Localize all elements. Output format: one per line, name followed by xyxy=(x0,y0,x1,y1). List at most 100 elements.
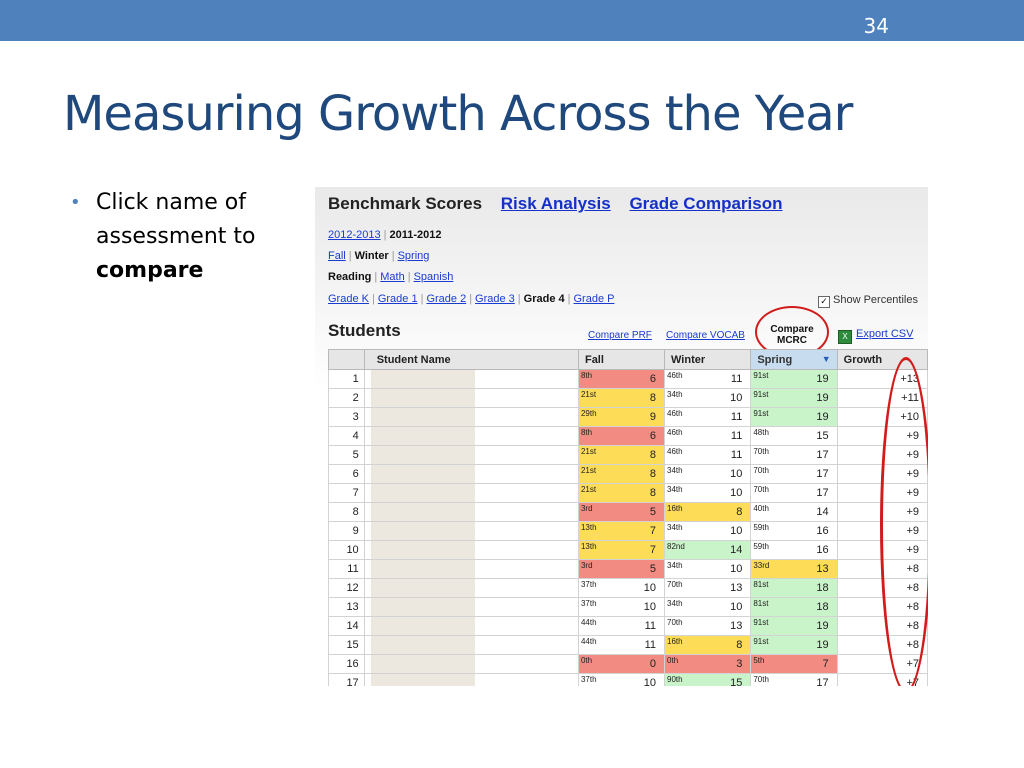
score-value: 10 xyxy=(730,563,743,575)
percentile-label: 16th xyxy=(667,504,683,513)
grade-current: Grade 4 xyxy=(523,293,565,305)
column-header-spring-label: Spring xyxy=(757,353,793,366)
score-value: 5 xyxy=(649,563,657,575)
column-header-index xyxy=(328,349,365,370)
score-cell-spring: 5th 7 xyxy=(750,654,838,674)
student-name-cell[interactable] xyxy=(363,597,579,617)
season-link-fall[interactable]: Fall xyxy=(328,250,346,262)
table-row: 12 37th 10 70th 13 81st 18 +8 xyxy=(328,578,928,598)
student-name-cell[interactable] xyxy=(363,540,579,560)
season-link-spring[interactable]: Spring xyxy=(397,250,430,262)
student-name-cell[interactable] xyxy=(363,407,579,427)
student-name-cell[interactable] xyxy=(363,635,579,655)
row-number: 15 xyxy=(328,635,365,655)
score-value: 11 xyxy=(644,620,657,632)
export-csv-link[interactable]: X Export CSV xyxy=(838,328,913,344)
redacted-name-block xyxy=(370,389,475,407)
year-selector: 2012-2013 | 2011-2012 xyxy=(328,229,441,241)
slide-title: Measuring Growth Across the Year xyxy=(63,86,853,142)
student-name-cell[interactable] xyxy=(363,388,579,408)
subject-link-math[interactable]: Math xyxy=(380,271,405,283)
table-row: 17 37th 10 90th 15 70th 17 +7 xyxy=(328,673,928,686)
score-cell-spring: 40th 14 xyxy=(750,502,838,522)
column-header-spring[interactable]: Spring ▼ xyxy=(750,349,838,370)
percentile-label: 46th xyxy=(667,447,683,456)
show-percentiles-label: Show Percentiles xyxy=(833,294,918,306)
table-row: 4 8th 6 46th 11 48th 15 +9 xyxy=(328,426,928,446)
show-percentiles-checkbox[interactable]: ✓ xyxy=(818,296,830,308)
percentile-label: 44th xyxy=(580,637,597,646)
percentile-label: 91st xyxy=(753,409,769,418)
score-cell-fall: 3rd 5 xyxy=(577,502,666,522)
score-cell-spring: 70th 17 xyxy=(750,673,838,686)
student-name-cell[interactable] xyxy=(363,559,579,579)
redacted-name-block xyxy=(370,617,475,635)
grade-link-k[interactable]: Grade K xyxy=(328,293,369,305)
score-cell-fall: 37th 10 xyxy=(577,673,666,686)
score-cell-winter: 70th 13 xyxy=(664,578,752,598)
year-link-2012-2013[interactable]: 2012-2013 xyxy=(328,229,381,241)
student-name-cell[interactable] xyxy=(363,616,579,636)
compare-vocab-link[interactable]: Compare VOCAB xyxy=(666,330,745,341)
percentile-label: 21st xyxy=(580,447,597,456)
student-name-cell[interactable] xyxy=(363,464,579,484)
grade-link-3[interactable]: Grade 3 xyxy=(475,293,515,305)
bullet-dot-icon: • xyxy=(70,192,81,213)
score-value: 7 xyxy=(649,525,657,537)
score-value: 11 xyxy=(730,411,743,423)
bullet-text-plain: Click name of assessment to xyxy=(96,190,256,249)
subject-link-spanish[interactable]: Spanish xyxy=(413,271,454,283)
score-cell-fall: 44th 11 xyxy=(577,616,666,636)
score-cell-winter: 34th 10 xyxy=(664,559,752,579)
student-name-cell[interactable] xyxy=(363,426,579,446)
percentile-label: 3rd xyxy=(580,561,593,570)
percentile-label: 46th xyxy=(667,428,683,437)
percentile-label: 70th xyxy=(753,466,769,475)
row-number: 1 xyxy=(328,369,365,389)
student-name-cell[interactable] xyxy=(363,578,579,598)
score-value: 17 xyxy=(816,449,829,461)
percentile-label: 70th xyxy=(753,447,769,456)
score-cell-winter: 34th 10 xyxy=(664,597,752,617)
score-cell-winter: 34th 10 xyxy=(664,388,752,408)
student-name-cell[interactable] xyxy=(363,521,579,541)
score-cell-winter: 0th 3 xyxy=(664,654,752,674)
score-cell-winter: 34th 10 xyxy=(664,521,752,541)
score-cell-fall: 21st 8 xyxy=(577,388,666,408)
percentile-label: 46th xyxy=(667,371,683,380)
column-header-fall[interactable]: Fall xyxy=(577,349,666,370)
show-percentiles-option[interactable]: ✓ Show Percentiles xyxy=(818,294,918,308)
compare-prf-link[interactable]: Compare PRF xyxy=(588,330,652,341)
table-row: 9 13th 7 34th 10 59th 16 +9 xyxy=(328,521,928,541)
score-value: 10 xyxy=(730,487,743,499)
column-header-student-name[interactable]: Student Name xyxy=(363,349,579,370)
grade-link-p[interactable]: Grade P xyxy=(573,293,615,305)
benchmark-scores-title: Benchmark Scores xyxy=(328,194,483,213)
student-name-cell[interactable] xyxy=(363,502,579,522)
student-name-cell[interactable] xyxy=(363,673,579,686)
student-name-cell[interactable] xyxy=(363,483,579,503)
score-value: 8 xyxy=(649,487,657,499)
percentile-label: 40th xyxy=(753,504,769,513)
percentile-label: 34th xyxy=(667,561,683,570)
student-name-cell[interactable] xyxy=(363,369,579,389)
score-value: 10 xyxy=(643,601,657,613)
row-number: 8 xyxy=(328,502,365,522)
risk-analysis-link[interactable]: Risk Analysis xyxy=(500,194,611,213)
column-header-winter[interactable]: Winter xyxy=(664,349,752,370)
percentile-label: 21st xyxy=(580,466,597,475)
report-header: Benchmark Scores Risk Analysis Grade Com… xyxy=(328,194,782,214)
grade-comparison-link[interactable]: Grade Comparison xyxy=(629,194,783,213)
score-value: 7 xyxy=(649,544,657,556)
grade-link-1[interactable]: Grade 1 xyxy=(377,293,418,305)
student-name-cell[interactable] xyxy=(363,654,579,674)
score-value: 19 xyxy=(816,620,829,632)
score-value: 19 xyxy=(816,639,829,651)
student-name-cell[interactable] xyxy=(363,445,579,465)
score-value: 6 xyxy=(649,430,657,442)
score-value: 13 xyxy=(816,563,829,575)
grade-link-2[interactable]: Grade 2 xyxy=(426,293,467,305)
percentile-label: 70th xyxy=(753,675,769,684)
percentile-label: 70th xyxy=(667,618,683,627)
score-value: 10 xyxy=(730,468,743,480)
